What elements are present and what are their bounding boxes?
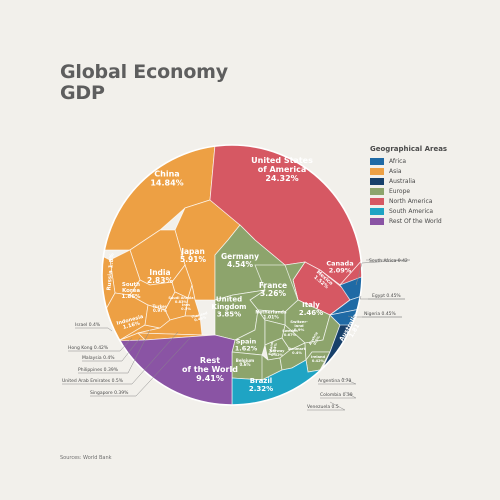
leader-philippines bbox=[78, 329, 151, 374]
callout-philippines: Philippines 0.39% bbox=[78, 367, 119, 373]
chart-title-line-1: Global Economy bbox=[60, 61, 228, 83]
legend-swatch bbox=[370, 177, 384, 185]
label-saudi-arabia: Saudi Arabia 0.83% bbox=[168, 296, 194, 304]
legend-label: Australia bbox=[389, 177, 416, 185]
label-brazil: Brazil 2.32% bbox=[249, 377, 273, 393]
chart-title: Global Economy GDP bbox=[60, 62, 228, 104]
legend-label: North America bbox=[389, 197, 433, 205]
label-canada: Canada 2.09% bbox=[326, 259, 353, 274]
cell-south-africa bbox=[339, 269, 362, 301]
legend-swatch bbox=[370, 157, 384, 165]
label-ireland: Ireland 0.42% bbox=[311, 355, 325, 363]
label-united-kingdom: United Kingdom 3.85% bbox=[212, 295, 247, 318]
legend-label: Rest Of the World bbox=[389, 217, 442, 225]
leader-south-africa bbox=[355, 259, 411, 286]
leader-united-arab-emirates bbox=[62, 331, 179, 385]
label-italy: Italy 2.46% bbox=[299, 301, 323, 317]
label-austria: Austria0.5% bbox=[308, 331, 322, 348]
label-turkey: Turkey 0.97% bbox=[153, 304, 168, 313]
callout-hong-kong: Hong Kong 0.42% bbox=[68, 345, 109, 351]
legend-swatch bbox=[370, 167, 384, 175]
callout-venezuela: Venezuela 0.5 bbox=[307, 404, 339, 410]
chart-title-line-2: GDP bbox=[60, 82, 105, 104]
label-belgium: Belgium 0.6% bbox=[236, 358, 254, 367]
chart-outline bbox=[101, 144, 363, 406]
callout-nigeria: Nigeria 0.45% bbox=[364, 311, 397, 317]
leader-malaysia bbox=[82, 337, 141, 362]
callout-malaysia: Malaysia 0.4% bbox=[82, 355, 115, 361]
callout-singapore: Singapore 0.39% bbox=[90, 390, 129, 396]
label-poland: Poland0.64% bbox=[268, 341, 278, 356]
label-norway: Norway 0.52% bbox=[270, 349, 286, 357]
cell-philippines bbox=[144, 304, 171, 329]
label-india: India 2.83% bbox=[147, 268, 174, 285]
legend-swatch bbox=[370, 207, 384, 215]
leader-nigeria bbox=[347, 315, 402, 318]
callout-colombia: Colombia 0.39 bbox=[320, 392, 353, 398]
leader-argentina bbox=[318, 377, 357, 385]
label-united-states-of-america: United States of America 24.32% bbox=[251, 156, 313, 183]
leader-singapore bbox=[90, 337, 191, 397]
callout-argentina: Argentina 0.79 bbox=[318, 378, 352, 384]
leader-venezuela bbox=[307, 401, 346, 411]
callout-egypt: Egypt 0.45% bbox=[372, 293, 401, 299]
label-switzerland: Switzer-land 0.9% bbox=[290, 319, 308, 332]
label-russia: Russia 1.8% bbox=[106, 253, 115, 291]
label-iran: Iran 0.5% bbox=[181, 303, 191, 311]
label-thailand: Thailand0.46% bbox=[191, 311, 210, 323]
legend: Geographical Areas Africa Asia Australia… bbox=[370, 145, 447, 226]
callout-south-africa: South Africa 0.42 bbox=[369, 258, 408, 264]
legend-item-europe: Europe bbox=[370, 186, 447, 196]
label-china: China 14.84% bbox=[150, 170, 183, 188]
legend-swatch bbox=[370, 217, 384, 225]
legend-swatch bbox=[370, 187, 384, 195]
legend-item-australia: Australia bbox=[370, 176, 447, 186]
legend-swatch bbox=[370, 197, 384, 205]
leader-israel bbox=[75, 327, 113, 332]
legend-item-south-america: South America bbox=[370, 206, 447, 216]
data-labels: United States of America 24.32% China 14.84%… bbox=[62, 156, 408, 410]
leader-lines bbox=[62, 259, 411, 411]
label-germany: Germany 4.54% bbox=[221, 252, 259, 269]
legend-label: Asia bbox=[389, 167, 402, 175]
label-denmark: Denmark 0.4% bbox=[288, 347, 307, 355]
label-sweden: Sweden 0.67% bbox=[282, 329, 298, 337]
callout-israel: Israel 0.4% bbox=[75, 322, 101, 328]
legend-label: Africa bbox=[389, 157, 407, 165]
label-japan: Japan 5.91% bbox=[180, 247, 207, 264]
legend-label: Europe bbox=[389, 187, 411, 195]
leader-egypt bbox=[359, 295, 405, 300]
legend-item-asia: Asia bbox=[370, 166, 447, 176]
label-france: France 3.26% bbox=[259, 281, 287, 298]
label-netherlands: Netherlands 1.01% bbox=[255, 310, 286, 321]
legend-item-africa: Africa bbox=[370, 156, 447, 166]
cell-egypt bbox=[329, 289, 362, 316]
label-rest-of-the-world: Rest of the World 9.41% bbox=[182, 356, 238, 383]
leader-colombia bbox=[320, 391, 357, 399]
label-south-korea: South Korea 1.86% bbox=[121, 282, 141, 300]
cell-brazil bbox=[231, 359, 323, 405]
legend-title: Geographical Areas bbox=[370, 145, 448, 153]
label-spain: Spain 1.62% bbox=[235, 337, 258, 352]
source-note: Sources: World Bank bbox=[60, 455, 112, 461]
legend-label: South America bbox=[389, 207, 434, 215]
leader-hong-kong bbox=[68, 337, 133, 352]
legend-item-rest-of-world: Rest Of the World bbox=[370, 216, 447, 226]
legend-item-north-america: North America bbox=[370, 196, 447, 206]
callout-united-arab-emirates: United Arab Emirates 0.5% bbox=[62, 378, 124, 384]
